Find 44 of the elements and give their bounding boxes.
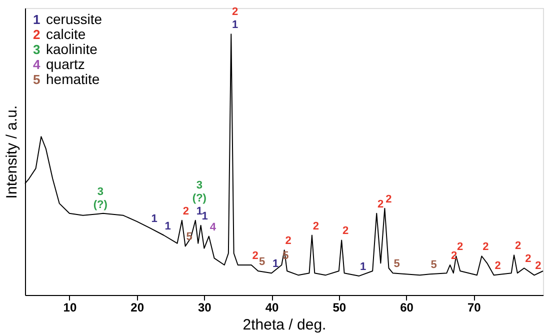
annotation: 2 <box>514 240 522 252</box>
annotation: 2 <box>312 220 320 232</box>
annotation: 2 <box>252 250 258 262</box>
annotation: 2 <box>450 250 458 262</box>
annotation: 1 <box>272 258 279 270</box>
annotation: 1 <box>196 205 202 218</box>
x-tick-label: 10 <box>63 300 77 314</box>
x-tick-label: 30 <box>198 300 212 314</box>
x-tick-label: 60 <box>400 300 414 314</box>
x-tick-label: 40 <box>265 300 280 314</box>
annotation: 5 <box>259 256 266 268</box>
text: 1 cerussite <box>33 11 102 27</box>
annotation: 2 <box>232 6 238 18</box>
annotation: 1 <box>360 260 366 273</box>
annotation: 5 <box>394 258 400 270</box>
annotation: (?) <box>93 199 108 212</box>
x-tick-label: 50 <box>332 300 346 314</box>
x-tick-label: 20 <box>130 300 144 314</box>
annotation: 3 <box>97 186 104 198</box>
annotation: 1 <box>164 220 171 232</box>
text: 4 quartz <box>33 56 85 72</box>
annotation: 2 <box>494 260 501 272</box>
annotation: 2 <box>386 193 392 206</box>
annotation: 2 <box>285 235 292 248</box>
annotation: 1 <box>202 210 208 222</box>
text: 3 kaolinite <box>33 41 98 57</box>
y-axis-title: Intensity / a.u. <box>4 105 20 199</box>
annotation: 2 <box>482 241 489 254</box>
x-axis-title: 2theta / deg. <box>242 316 326 334</box>
annotation: 1 <box>232 19 238 32</box>
x-tick-label: 70 <box>467 300 482 314</box>
annotation: 2 <box>342 225 349 238</box>
annotation: 2 <box>535 260 542 272</box>
annotation: 2 <box>457 241 464 254</box>
annotation: 4 <box>210 221 217 234</box>
annotation: 5 <box>430 259 437 272</box>
annotation: 1 <box>151 213 158 226</box>
text: 2 calcite <box>33 26 86 42</box>
annotation: 3 <box>196 179 202 192</box>
annotation: (?) <box>192 192 207 204</box>
annotation: 2 <box>182 205 190 218</box>
annotation: 2 <box>378 198 384 210</box>
annotation: 2 <box>525 253 532 266</box>
text: 5 hematite <box>33 71 100 87</box>
